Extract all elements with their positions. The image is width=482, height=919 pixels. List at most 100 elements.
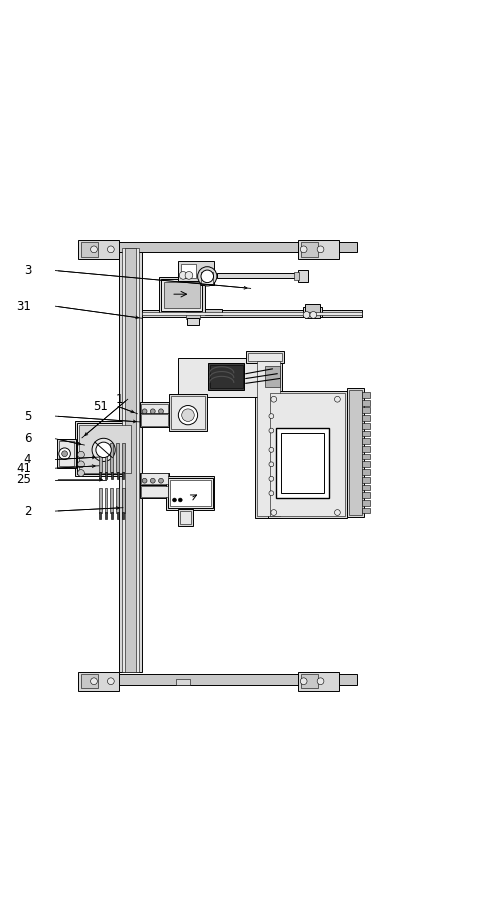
Circle shape bbox=[107, 678, 114, 685]
Bar bbox=[105, 512, 107, 519]
Bar bbox=[362, 454, 370, 460]
Text: 1: 1 bbox=[115, 392, 123, 406]
Bar bbox=[94, 674, 357, 685]
Bar bbox=[281, 433, 324, 494]
Bar bbox=[181, 264, 196, 278]
Bar bbox=[141, 485, 168, 497]
Text: 31: 31 bbox=[16, 300, 31, 312]
Bar bbox=[59, 441, 74, 466]
Bar bbox=[166, 476, 214, 510]
Bar bbox=[362, 477, 370, 482]
Bar bbox=[125, 248, 136, 672]
Circle shape bbox=[178, 498, 182, 502]
Bar bbox=[347, 388, 364, 517]
Bar bbox=[141, 403, 168, 413]
Bar bbox=[298, 240, 339, 259]
Bar bbox=[246, 351, 284, 363]
Circle shape bbox=[310, 312, 317, 318]
Circle shape bbox=[269, 462, 274, 467]
Bar bbox=[111, 512, 113, 519]
Bar bbox=[141, 414, 168, 425]
Bar bbox=[186, 312, 200, 319]
Circle shape bbox=[303, 312, 310, 318]
Bar bbox=[362, 507, 370, 514]
Circle shape bbox=[179, 271, 187, 279]
Circle shape bbox=[269, 448, 274, 452]
Circle shape bbox=[182, 409, 194, 422]
Bar bbox=[276, 428, 329, 498]
Bar bbox=[78, 240, 119, 259]
Circle shape bbox=[96, 442, 111, 458]
Bar bbox=[57, 439, 76, 468]
Circle shape bbox=[198, 267, 217, 286]
Bar bbox=[200, 270, 214, 285]
Circle shape bbox=[91, 246, 97, 253]
Bar bbox=[362, 431, 370, 437]
Circle shape bbox=[78, 470, 84, 476]
Bar bbox=[178, 261, 214, 280]
Bar bbox=[122, 248, 139, 672]
Text: 6: 6 bbox=[24, 432, 31, 446]
Circle shape bbox=[62, 451, 67, 457]
Bar bbox=[75, 421, 135, 476]
Bar bbox=[116, 488, 119, 513]
Bar bbox=[142, 310, 362, 317]
Bar bbox=[205, 309, 222, 315]
Bar bbox=[362, 493, 370, 498]
Circle shape bbox=[269, 476, 274, 482]
Bar bbox=[99, 471, 101, 479]
Circle shape bbox=[59, 448, 70, 460]
Bar bbox=[362, 400, 370, 405]
Bar bbox=[122, 471, 124, 479]
Bar bbox=[257, 361, 280, 516]
Circle shape bbox=[300, 678, 307, 685]
Circle shape bbox=[201, 270, 214, 283]
Bar bbox=[122, 488, 125, 513]
Circle shape bbox=[150, 478, 155, 483]
Bar bbox=[171, 396, 205, 428]
Bar bbox=[201, 272, 213, 284]
Text: 5: 5 bbox=[24, 410, 31, 423]
Circle shape bbox=[269, 428, 274, 433]
Bar bbox=[164, 281, 200, 308]
Bar bbox=[362, 438, 370, 444]
Bar bbox=[362, 423, 370, 428]
Bar bbox=[362, 446, 370, 452]
Bar bbox=[301, 674, 318, 688]
Bar bbox=[142, 312, 362, 315]
Bar bbox=[99, 443, 102, 472]
Text: 51: 51 bbox=[94, 400, 108, 413]
Bar bbox=[178, 358, 275, 397]
Circle shape bbox=[92, 438, 115, 461]
Circle shape bbox=[159, 478, 163, 483]
Circle shape bbox=[178, 405, 198, 425]
Bar bbox=[178, 509, 193, 526]
Bar bbox=[303, 307, 322, 317]
Bar bbox=[99, 488, 102, 513]
Bar bbox=[362, 500, 370, 505]
Bar bbox=[105, 443, 107, 472]
Bar bbox=[362, 461, 370, 467]
Bar bbox=[362, 392, 370, 398]
Bar bbox=[210, 365, 243, 388]
Circle shape bbox=[271, 510, 277, 516]
Bar bbox=[294, 271, 299, 280]
Bar bbox=[105, 488, 107, 513]
Bar bbox=[248, 353, 282, 361]
Circle shape bbox=[335, 510, 340, 516]
Text: 25: 25 bbox=[16, 473, 31, 486]
Bar bbox=[141, 473, 168, 483]
Bar bbox=[122, 443, 125, 472]
Bar bbox=[169, 394, 207, 431]
Bar bbox=[362, 484, 370, 491]
Circle shape bbox=[185, 271, 193, 279]
Bar bbox=[105, 471, 107, 479]
Bar bbox=[111, 471, 113, 479]
Circle shape bbox=[300, 246, 307, 253]
Bar bbox=[270, 393, 345, 516]
Circle shape bbox=[271, 396, 277, 403]
Bar bbox=[122, 512, 124, 519]
Bar bbox=[255, 359, 282, 518]
Bar bbox=[77, 423, 133, 474]
Bar bbox=[79, 425, 131, 472]
